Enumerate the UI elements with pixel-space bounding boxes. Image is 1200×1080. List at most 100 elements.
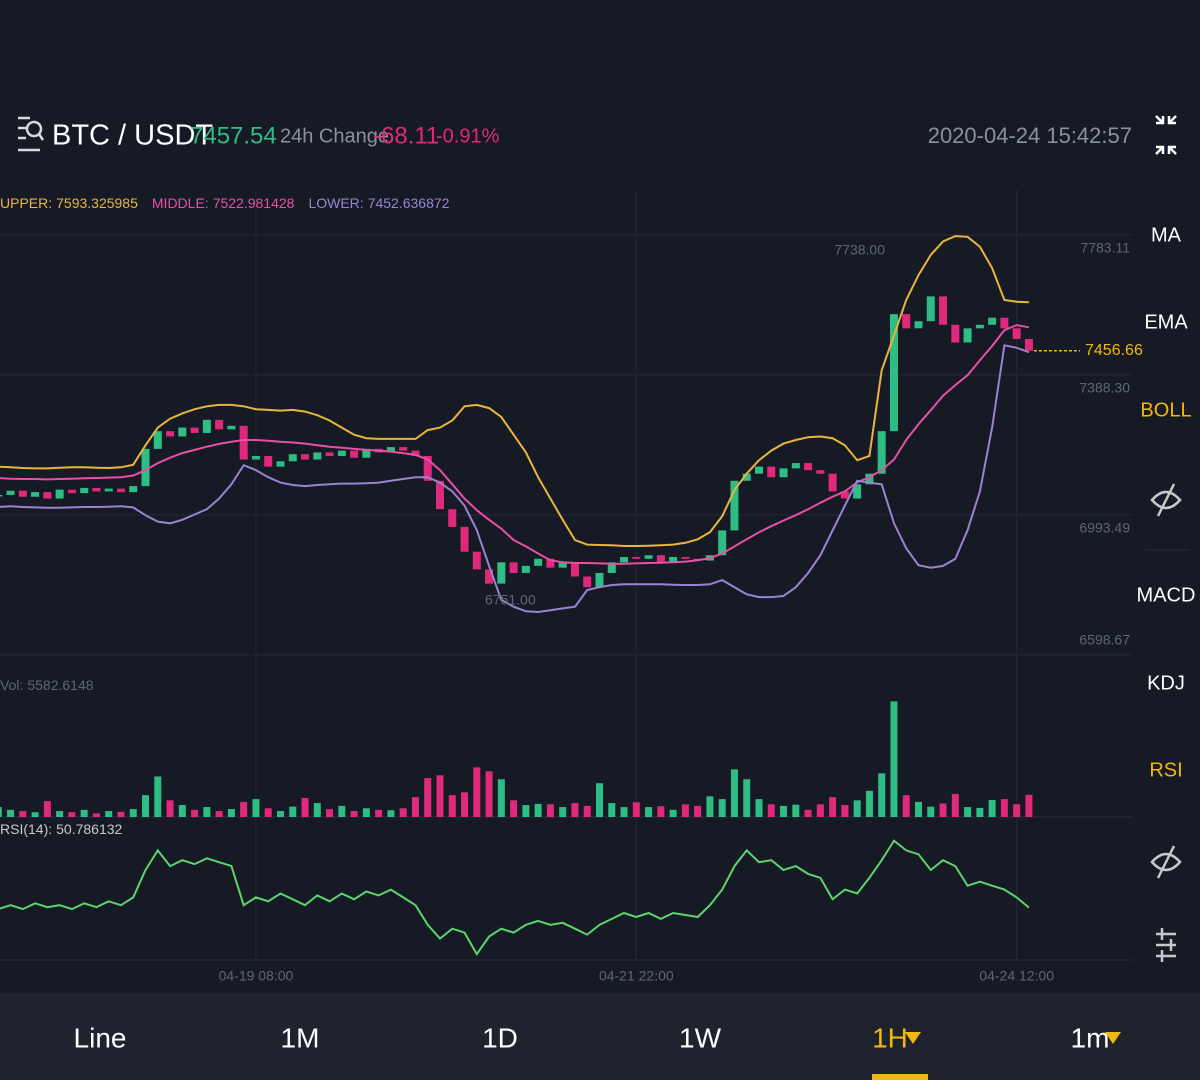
volume-bar — [497, 779, 505, 817]
candle — [18, 490, 27, 497]
volume-bar — [411, 797, 419, 817]
volume-bar — [387, 810, 395, 817]
candle — [227, 425, 236, 430]
legend-value: 7522.981428 — [213, 195, 295, 211]
pair[interactable]: BTC / USDT — [52, 120, 213, 152]
candle — [43, 492, 52, 499]
search-icon[interactable] — [18, 116, 45, 152]
candle — [190, 427, 199, 433]
volume-bar — [706, 796, 714, 817]
candle — [215, 419, 224, 430]
volume-bar — [964, 807, 972, 817]
rsi-legend: RSI(14): 50.786132 — [0, 821, 123, 837]
candle — [669, 557, 678, 563]
y-tick-label: 7783.11 — [1080, 240, 1130, 256]
candle — [178, 427, 187, 437]
candle — [448, 509, 457, 527]
dropdown-arrow — [1105, 1032, 1121, 1044]
volume-bar — [227, 809, 235, 817]
candle — [840, 491, 849, 499]
volume-bar — [780, 805, 788, 817]
indicator-button[interactable]: MA — [1151, 224, 1182, 246]
legend-value: 5582.6148 — [27, 677, 93, 693]
last-price: 7457.54 — [190, 122, 277, 149]
volume-bar — [154, 776, 162, 817]
last-price-label: 7456.66 — [1085, 342, 1143, 359]
interval-button[interactable]: Line — [74, 1022, 127, 1053]
x-tick-label: 04-19 08:00 — [219, 968, 294, 984]
volume-bar — [68, 812, 76, 817]
candle — [534, 558, 543, 566]
candle — [67, 489, 76, 494]
candle — [644, 555, 653, 559]
candle — [509, 562, 518, 573]
indicator-button[interactable]: EMA — [1144, 311, 1188, 333]
volume-bar — [56, 811, 64, 817]
volume-bar — [424, 778, 432, 817]
candle — [828, 473, 837, 492]
y-tick-label: 6598.67 — [1079, 632, 1130, 648]
volume-legend: Vol: 5582.6148 — [0, 677, 94, 693]
volume-bar — [546, 804, 554, 817]
candle — [104, 488, 113, 492]
hide-icon[interactable] — [1150, 845, 1182, 879]
interval-button[interactable]: 1H — [872, 1022, 908, 1053]
volume-bar — [816, 804, 824, 817]
collapse-icon[interactable] — [1155, 115, 1177, 155]
volume-bar — [203, 807, 211, 817]
candle — [472, 551, 481, 570]
candle — [497, 562, 506, 584]
volume-bar — [350, 811, 358, 817]
plot-area: 04-19 08:00 04-21 22:00 04-24 12:00 6598.67… — [0, 190, 1143, 984]
volume-bar — [375, 809, 383, 817]
interval-button[interactable]: 1m — [1071, 1022, 1110, 1053]
y-tick-label: 7388.30 — [1079, 380, 1130, 396]
legend-value: 50.786132 — [56, 821, 122, 837]
volume-bar — [841, 805, 849, 817]
interval-button[interactable]: 1D — [482, 1022, 518, 1053]
volume-bar — [105, 811, 113, 817]
volume-bar — [7, 809, 15, 817]
legend-name: UPPER: — [0, 195, 52, 211]
volume-bar — [902, 795, 910, 817]
legend-value: 7452.636872 — [368, 195, 450, 211]
volume-bar — [399, 808, 407, 817]
candle — [239, 425, 248, 460]
candle — [804, 463, 813, 471]
volume-bar — [264, 808, 272, 817]
candle — [779, 468, 788, 478]
candle — [656, 555, 665, 563]
candle — [485, 569, 494, 584]
candle — [460, 526, 469, 552]
volume-bar — [215, 811, 223, 817]
candle — [742, 473, 751, 481]
volume-bar — [743, 779, 751, 817]
indicator-button[interactable]: BOLL — [1140, 399, 1191, 421]
candle — [988, 317, 997, 325]
candle — [337, 450, 346, 456]
volume-bar — [976, 807, 984, 817]
interval-button[interactable]: 1W — [679, 1022, 722, 1053]
volume-bar — [951, 793, 959, 817]
volume-bar — [522, 805, 530, 817]
volume-bar — [117, 811, 125, 817]
volume-bar — [878, 773, 886, 817]
settings-icon[interactable] — [1156, 928, 1176, 962]
indicator-button[interactable]: MACD — [1137, 584, 1196, 606]
volume-bar — [461, 792, 469, 817]
volume-bar — [326, 809, 334, 817]
interval-button[interactable]: 1M — [281, 1022, 320, 1053]
volume-bar — [129, 809, 137, 817]
candle — [975, 324, 984, 329]
volume-bar — [915, 801, 923, 817]
indicator-button[interactable]: KDJ — [1147, 672, 1185, 694]
indicator-button[interactable]: RSI — [1149, 759, 1182, 781]
candle — [939, 296, 948, 325]
volume-bar — [595, 783, 603, 817]
candle — [129, 486, 138, 493]
volume-bar — [755, 799, 763, 817]
volume-bar — [927, 806, 935, 817]
candle — [325, 452, 334, 456]
hide-icon[interactable] — [1150, 483, 1182, 517]
